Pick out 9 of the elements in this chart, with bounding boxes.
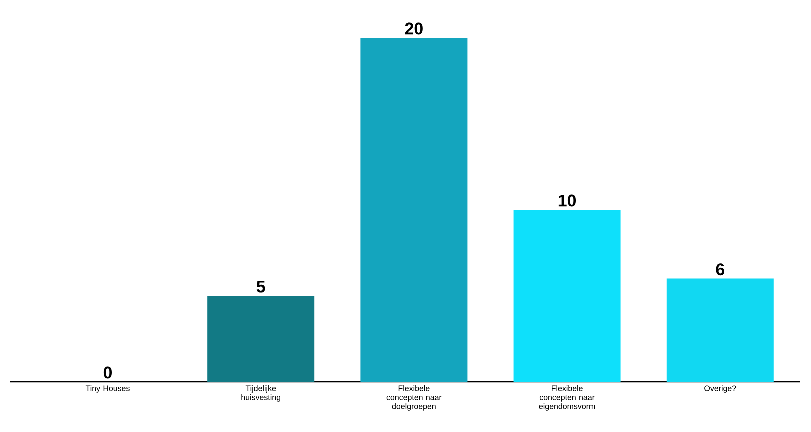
data-label: 6 xyxy=(716,264,724,276)
bar xyxy=(360,38,468,382)
bar xyxy=(666,278,774,382)
data-label: 10 xyxy=(558,194,576,207)
bar xyxy=(208,296,315,382)
data-label: 20 xyxy=(405,22,423,35)
data-label: 0 xyxy=(104,366,112,379)
bar xyxy=(514,210,621,382)
data-label: 5 xyxy=(256,280,266,293)
